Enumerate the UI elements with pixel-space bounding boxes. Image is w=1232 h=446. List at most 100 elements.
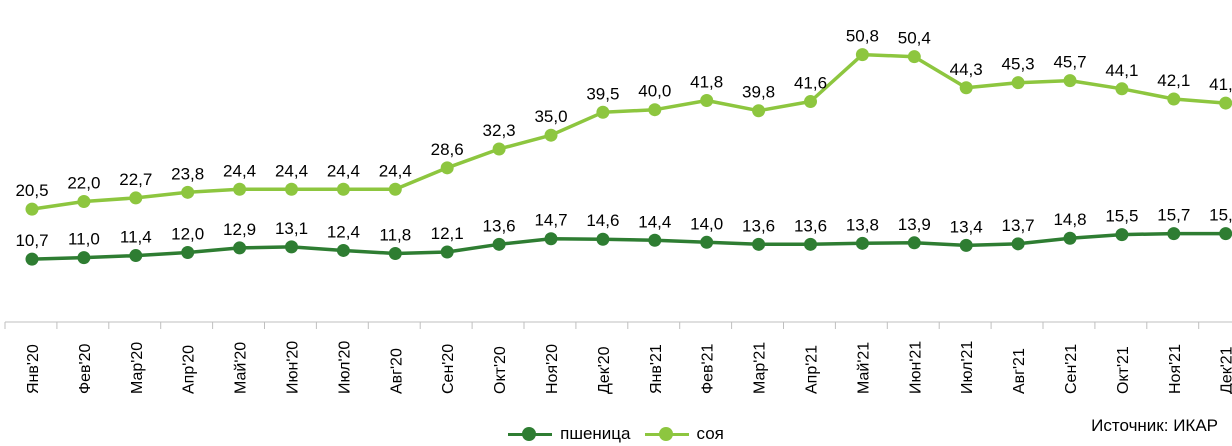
x-tick-label: Фев'20	[77, 343, 94, 394]
x-tick-label: Июл'21	[959, 341, 976, 394]
data-point-wheat	[596, 232, 610, 246]
data-label-wheat: 14,0	[690, 214, 723, 233]
data-label-wheat: 11,0	[68, 230, 100, 249]
x-tick-label: Окт'21	[1115, 346, 1132, 394]
data-label-wheat: 15,5	[1105, 207, 1138, 226]
data-point-wheat	[233, 241, 247, 255]
data-label-wheat: 11,8	[379, 226, 411, 245]
source-note: Источник: ИКАР	[1091, 416, 1218, 435]
data-point-soy	[855, 48, 869, 62]
x-tick-label: Июн'20	[285, 341, 302, 394]
data-label-wheat: 15,7	[1157, 206, 1190, 225]
series-line-wheat	[30, 231, 1228, 261]
data-label-soy: 24,4	[379, 161, 412, 180]
x-tick-label: Май'21	[855, 342, 872, 394]
line-chart: Янв'20 Фев'20 Мар'20 Апр'20 Май'20 Июн'20 Июл'…	[4, 27, 1232, 394]
data-label-soy: 41,8	[690, 73, 723, 92]
legend-label-wheat: пшеница	[560, 424, 631, 443]
data-point-soy	[388, 182, 402, 196]
data-point-wheat	[440, 245, 454, 259]
data-point-wheat	[25, 252, 39, 266]
data-point-wheat	[804, 237, 817, 251]
data-point-soy	[1219, 96, 1232, 110]
data-point-soy	[804, 95, 817, 109]
x-tick-label: Янв'20	[25, 344, 42, 394]
data-point-soy	[181, 185, 195, 199]
data-point-soy	[648, 103, 662, 117]
data-label-soy: 23,8	[171, 164, 204, 183]
data-label-soy: 24,4	[275, 161, 308, 180]
data-point-wheat	[752, 237, 766, 251]
data-label-wheat: 13,1	[275, 219, 308, 238]
data-point-soy	[285, 182, 298, 196]
data-point-wheat	[181, 246, 195, 259]
data-point-soy	[336, 182, 350, 196]
legend-item-soy: соя	[644, 424, 724, 444]
data-label-wheat: 13,7	[1002, 216, 1035, 235]
series-layer: 10,7 11,0 11,4 12,0 12,9 13,1 12,4 11,8 12,1 13,6…	[15, 27, 1232, 266]
data-point-wheat	[492, 237, 506, 251]
x-tick-label: Фев'21	[700, 343, 717, 394]
data-label-soy: 45,7	[1053, 53, 1086, 72]
data-label-wheat: 13,6	[483, 216, 516, 235]
data-point-soy	[233, 182, 247, 196]
x-tick-label: Июл'20	[336, 341, 353, 394]
data-label-wheat: 14,7	[534, 211, 567, 230]
data-label-soy: 50,8	[846, 27, 879, 46]
x-tick-label: Июн'21	[907, 341, 924, 394]
data-point-soy	[752, 104, 766, 118]
legend-item-wheat: пшеница	[508, 424, 631, 444]
x-tick-label: Сен'21	[1063, 344, 1080, 394]
data-label-soy: 32,3	[483, 121, 516, 140]
data-point-wheat	[1219, 227, 1232, 241]
data-point-wheat	[336, 243, 350, 257]
data-label-soy: 40,0	[638, 82, 671, 101]
data-label-wheat: 12,1	[431, 224, 464, 243]
data-label-wheat: 14,6	[586, 211, 619, 230]
x-tick-label: Дек'21	[1219, 346, 1232, 394]
series-wheat: 10,7 11,0 11,4 12,0 12,9 13,1 12,4 11,8 12,1 13,6…	[15, 206, 1232, 266]
data-label-soy: 41,6	[794, 74, 827, 93]
data-point-wheat	[907, 236, 921, 250]
data-label-wheat: 13,8	[846, 215, 879, 234]
data-point-soy	[596, 105, 610, 119]
data-label-soy: 39,8	[742, 83, 775, 102]
data-label-wheat: 12,4	[327, 222, 360, 241]
data-label-wheat: 13,9	[898, 215, 931, 234]
data-label-wheat: 12,9	[223, 220, 256, 239]
data-label-soy: 45,3	[1002, 55, 1035, 74]
data-point-soy	[129, 191, 143, 205]
data-point-soy	[700, 94, 714, 108]
series-line-soy	[30, 52, 1228, 211]
data-label-wheat: 13,4	[950, 217, 983, 236]
data-label-soy: 44,3	[950, 60, 983, 79]
data-point-soy	[492, 142, 506, 156]
data-label-wheat: 13,6	[794, 216, 827, 235]
x-tick-label: Дек'20	[596, 346, 613, 394]
data-point-soy	[544, 128, 558, 142]
legend-swatch-wheat	[508, 427, 553, 441]
data-point-wheat	[77, 251, 91, 265]
legend: пшеница соя	[0, 424, 1232, 444]
data-label-soy: 20,5	[15, 181, 48, 200]
data-label-soy: 22,0	[67, 174, 100, 193]
x-tick-label: Авг'20	[388, 348, 405, 394]
data-point-soy	[1167, 92, 1181, 106]
data-label-soy: 50,4	[898, 29, 931, 48]
data-label-soy: 39,5	[586, 84, 619, 103]
data-label-soy: 44,1	[1105, 61, 1138, 80]
data-point-soy	[1011, 76, 1025, 90]
x-tick-label: Май'20	[233, 342, 250, 394]
data-label-wheat: 11,4	[120, 228, 152, 247]
legend-label-soy: соя	[696, 424, 724, 443]
data-label-soy: 35,0	[534, 107, 567, 126]
data-point-wheat	[1167, 227, 1181, 241]
data-point-soy	[1063, 74, 1077, 88]
data-label-wheat: 14,8	[1053, 210, 1086, 229]
data-label-soy: 28,6	[431, 140, 464, 159]
data-point-soy	[440, 161, 454, 175]
data-point-wheat	[700, 235, 714, 249]
data-point-soy	[907, 50, 921, 64]
data-label-soy: 24,4	[327, 161, 360, 180]
x-tick-label: Янв'21	[648, 344, 665, 394]
